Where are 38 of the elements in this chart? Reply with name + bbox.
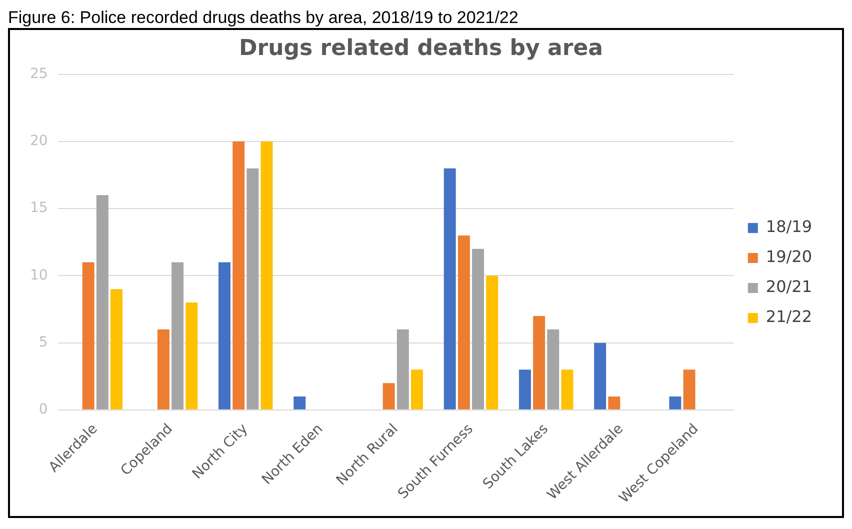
y-tick-label: 20 xyxy=(30,133,48,150)
bar xyxy=(157,329,170,410)
bar xyxy=(669,396,682,410)
bar xyxy=(608,396,620,410)
bar xyxy=(444,168,456,410)
bar xyxy=(486,276,498,410)
bar xyxy=(547,329,560,410)
y-tick-label: 25 xyxy=(30,66,48,82)
legend-label: 20/21 xyxy=(766,277,812,296)
bar xyxy=(533,316,546,410)
y-tick-label: 10 xyxy=(30,267,48,284)
chart-title: Drugs related deaths by area xyxy=(239,36,603,61)
legend-label: 19/20 xyxy=(766,247,812,266)
y-tick-label: 0 xyxy=(38,402,48,418)
bar xyxy=(561,370,574,410)
bar xyxy=(294,396,306,410)
y-tick-label: 5 xyxy=(38,334,48,350)
bar xyxy=(96,195,108,410)
legend-label: 18/19 xyxy=(766,217,812,236)
bar xyxy=(110,289,122,410)
bar xyxy=(396,329,409,410)
bar xyxy=(186,302,198,410)
y-tick-label: 15 xyxy=(30,200,48,216)
bar xyxy=(172,262,184,410)
bar xyxy=(218,262,230,410)
bar xyxy=(594,342,606,410)
legend-label: 21/22 xyxy=(766,307,812,326)
bar xyxy=(260,142,273,410)
bar xyxy=(232,142,245,410)
bar xyxy=(410,370,423,410)
bar xyxy=(458,235,470,410)
bar xyxy=(246,168,259,410)
bar xyxy=(683,370,696,410)
bar xyxy=(518,370,531,410)
bar xyxy=(382,383,395,410)
caption: Figure 6: Police recorded drugs deaths by area, 2018/19 to 2021/22 xyxy=(8,8,520,28)
bar xyxy=(82,262,94,410)
bar xyxy=(472,248,484,410)
